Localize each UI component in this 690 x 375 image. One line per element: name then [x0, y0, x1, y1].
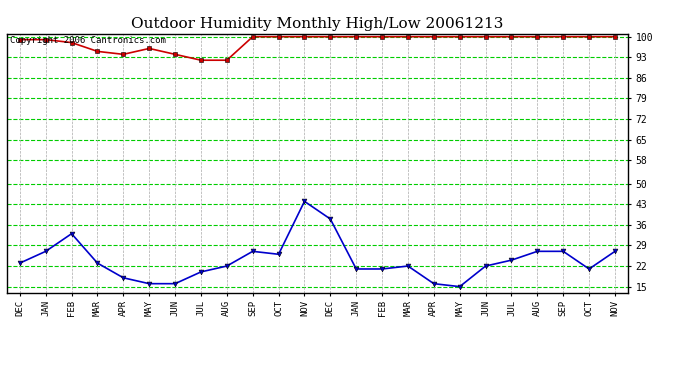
Title: Outdoor Humidity Monthly High/Low 20061213: Outdoor Humidity Monthly High/Low 200612…: [131, 17, 504, 31]
Text: Copyright 2006 Cantronics.com: Copyright 2006 Cantronics.com: [10, 36, 166, 45]
